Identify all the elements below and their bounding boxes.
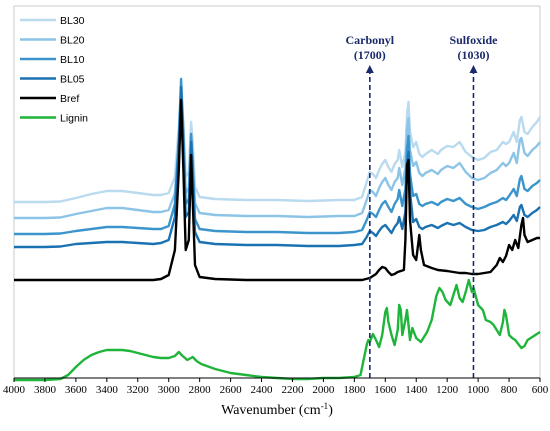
x-tick-label: 2000 (312, 384, 335, 396)
x-tick-label: 800 (501, 384, 518, 396)
legend-label: Lignin (60, 113, 88, 125)
annotation-wavenumber: (1700) (354, 48, 386, 62)
legend-label: BL10 (60, 54, 85, 66)
x-tick-label: 1200 (436, 384, 459, 396)
x-tick-label: 1600 (374, 384, 397, 396)
x-tick-label: 3400 (96, 384, 119, 396)
legend-label: Bref (60, 93, 79, 105)
series-line-bref (14, 98, 540, 282)
x-tick-label: 1800 (343, 384, 366, 396)
annotation-arrowhead (469, 65, 478, 73)
x-tick-label: 3600 (65, 384, 88, 396)
x-tick-label: 2200 (281, 384, 304, 396)
x-tick-label: 3800 (34, 384, 57, 396)
x-tick-label: 3200 (127, 384, 150, 396)
x-axis-ticks: 4000 3800 3600 3400 3200 3000 2800 2600 2400 2200… (3, 378, 549, 396)
x-tick-label: 2800 (189, 384, 212, 396)
legend-label: BL20 (60, 35, 85, 47)
x-tick-label: 2400 (251, 384, 274, 396)
x-axis-label: Wavenumber (cm-1) (221, 401, 333, 418)
series-line-bl30 (14, 90, 542, 204)
annotation-layer: Carbonyl(1700) Sulfoxide(1030) (345, 33, 498, 378)
x-tick-label: 1000 (467, 384, 490, 396)
x-tick-label: 600 (532, 384, 549, 396)
legend-label: BL05 (60, 74, 85, 86)
x-tick-label: 2600 (220, 384, 243, 396)
annotation-label: Sulfoxide (449, 33, 498, 47)
series-line-lignin (14, 278, 541, 382)
series-layer (14, 77, 542, 382)
x-tick-label: 3000 (158, 384, 181, 396)
legend-label: BL30 (60, 15, 85, 27)
annotation-label: Carbonyl (345, 33, 394, 47)
legend: BL30 BL20 BL10 BL05 Bref Lignin (20, 15, 88, 125)
annotation-arrowhead (365, 65, 374, 73)
x-tick-label: 1400 (405, 384, 428, 396)
x-tick-label: 4000 (3, 384, 26, 396)
annotation-wavenumber: (1030) (457, 48, 489, 62)
